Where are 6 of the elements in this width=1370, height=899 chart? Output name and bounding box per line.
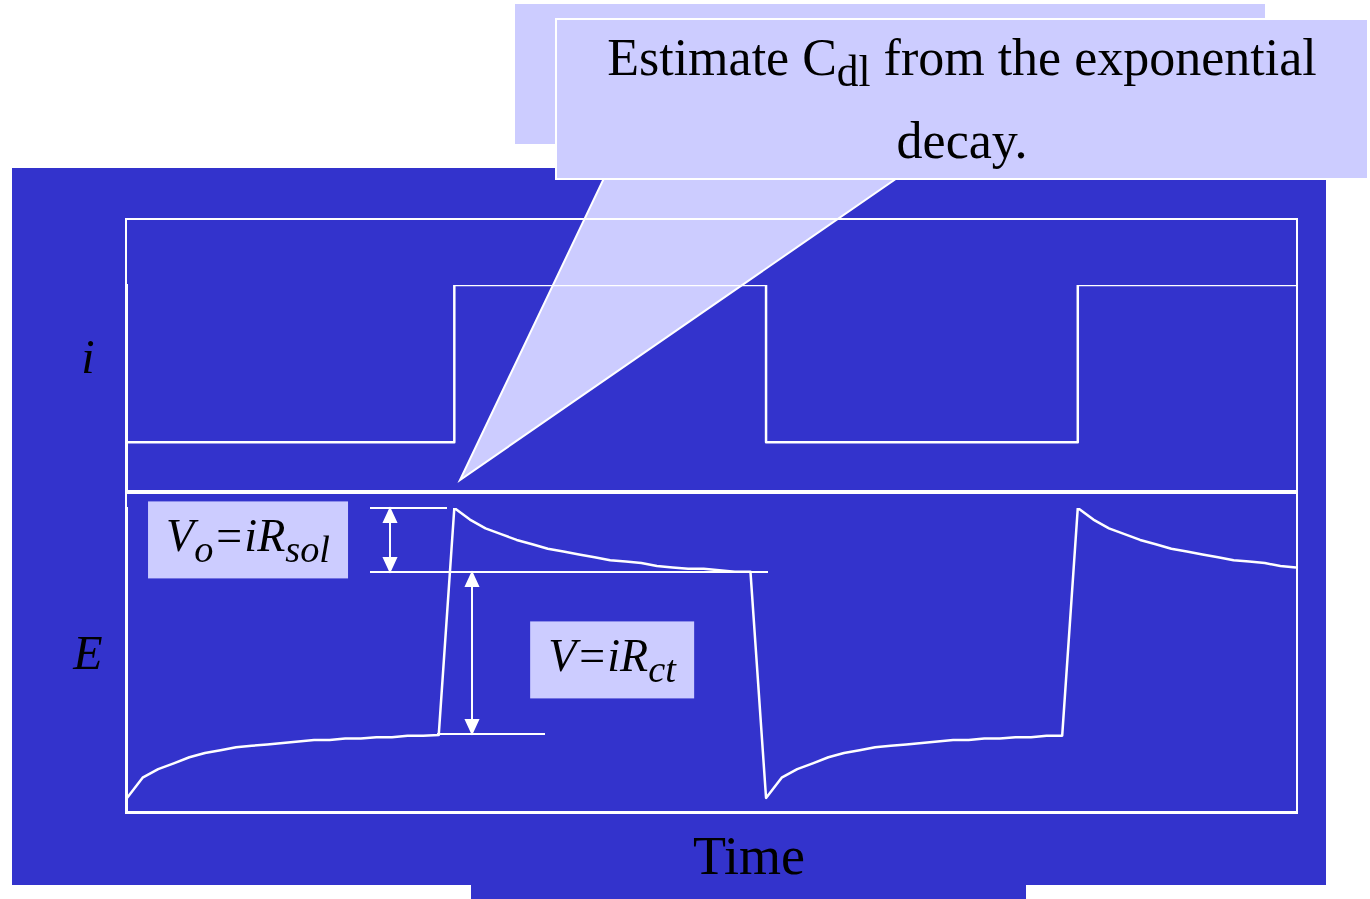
text: Estimate C$_{dl}$ from the exponential decay.	[557, 19, 1367, 179]
annotation: V$_{o}$=iR$_{sol}$	[148, 501, 348, 579]
y-axis-title: E	[73, 624, 103, 680]
x-axis-title: Time	[692, 825, 806, 887]
annotation: V=iR$_{ct}$	[530, 621, 694, 699]
y-axis-title: i	[81, 328, 95, 384]
